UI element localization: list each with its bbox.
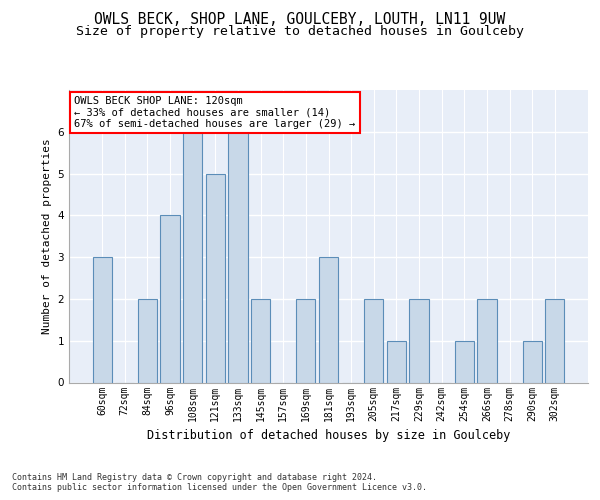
X-axis label: Distribution of detached houses by size in Goulceby: Distribution of detached houses by size … [147, 429, 510, 442]
Bar [229, 132, 248, 382]
Bar [138, 299, 157, 382]
Bar [387, 340, 406, 382]
Bar [183, 132, 202, 382]
Bar [455, 340, 474, 382]
Bar [477, 299, 497, 382]
Bar [545, 299, 565, 382]
Text: Size of property relative to detached houses in Goulceby: Size of property relative to detached ho… [76, 25, 524, 38]
Y-axis label: Number of detached properties: Number of detached properties [42, 138, 52, 334]
Bar [364, 299, 383, 382]
Bar [92, 257, 112, 382]
Text: OWLS BECK SHOP LANE: 120sqm
← 33% of detached houses are smaller (14)
67% of sem: OWLS BECK SHOP LANE: 120sqm ← 33% of det… [74, 96, 355, 129]
Bar [160, 216, 180, 382]
Bar [319, 257, 338, 382]
Text: Contains HM Land Registry data © Crown copyright and database right 2024.
Contai: Contains HM Land Registry data © Crown c… [12, 472, 427, 492]
Bar [409, 299, 428, 382]
Bar [296, 299, 316, 382]
Text: OWLS BECK, SHOP LANE, GOULCEBY, LOUTH, LN11 9UW: OWLS BECK, SHOP LANE, GOULCEBY, LOUTH, L… [94, 12, 506, 28]
Bar [251, 299, 270, 382]
Bar [206, 174, 225, 382]
Bar [523, 340, 542, 382]
